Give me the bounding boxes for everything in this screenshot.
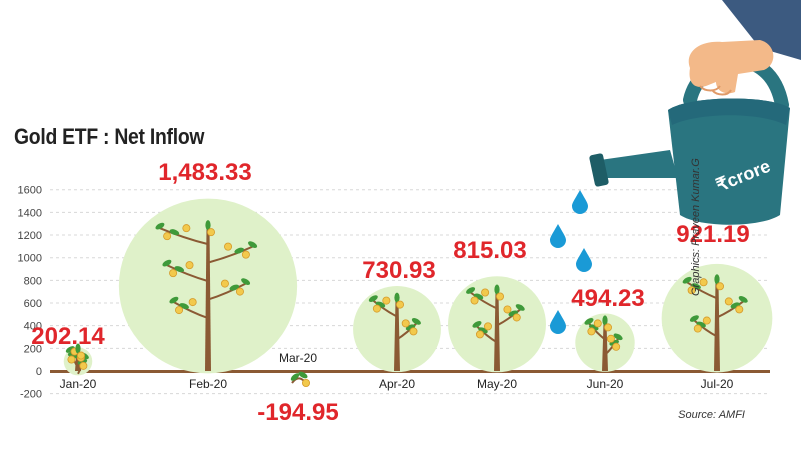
chart-title: Gold ETF : Net Inflow xyxy=(14,124,205,149)
x-tick-label: Jan-20 xyxy=(60,377,97,391)
x-tick-label: Mar-20 xyxy=(279,351,317,365)
tree-icon xyxy=(448,276,546,373)
y-tick-label: 600 xyxy=(24,298,42,310)
x-tick-label: Jul-20 xyxy=(701,377,734,391)
x-tick-label: Apr-20 xyxy=(379,377,415,391)
data-label: 494.23 xyxy=(571,285,644,312)
tree-icon xyxy=(353,286,441,373)
water-drop-icon xyxy=(550,224,566,248)
water-drop-icon xyxy=(576,248,592,272)
data-label: -194.95 xyxy=(257,399,338,426)
tree-icon xyxy=(575,313,635,372)
data-labels: 202.14 1,483.33 -194.95 730.93 815.03 494.23 9… xyxy=(31,159,749,426)
y-tick-label: 1200 xyxy=(18,230,42,242)
water-drops xyxy=(550,190,592,334)
x-tick-label: Feb-20 xyxy=(189,377,227,391)
y-axis: 1600 1400 1200 1000 800 600 400 200 0 -200 xyxy=(18,185,42,401)
y-tick-label: 0 xyxy=(36,366,42,378)
tree-icon xyxy=(661,263,773,373)
y-tick-label: 1000 xyxy=(18,253,42,265)
water-drop-icon xyxy=(550,310,566,334)
ground-line xyxy=(50,370,770,373)
tree-icon xyxy=(290,371,310,387)
y-tick-label: 800 xyxy=(24,275,42,287)
data-label: 1,483.33 xyxy=(158,159,251,186)
data-label: 921.19 xyxy=(676,221,749,248)
water-drop-icon xyxy=(572,190,588,214)
tree-icon xyxy=(63,343,93,376)
tree-marks xyxy=(63,198,773,387)
data-label: 730.93 xyxy=(362,257,435,284)
y-tick-label: -200 xyxy=(20,389,42,401)
data-label: 815.03 xyxy=(453,237,526,264)
watering-can-icon: ₹crore xyxy=(589,0,801,225)
y-tick-label: 200 xyxy=(24,343,42,355)
y-tick-label: 400 xyxy=(24,321,42,333)
tree-icon xyxy=(118,198,298,374)
source-note: Source: AMFI xyxy=(678,409,745,421)
x-tick-label: May-20 xyxy=(477,377,517,391)
y-tick-label: 1600 xyxy=(18,185,42,197)
x-axis: Jan-20 Feb-20 Mar-20 Apr-20 May-20 Jun-20 Jul-… xyxy=(60,351,734,391)
y-tick-label: 1400 xyxy=(18,207,42,219)
graphics-credit: Graphics: Praveen Kumar.G xyxy=(690,158,702,296)
x-tick-label: Jun-20 xyxy=(587,377,624,391)
data-label: 202.14 xyxy=(31,323,105,350)
